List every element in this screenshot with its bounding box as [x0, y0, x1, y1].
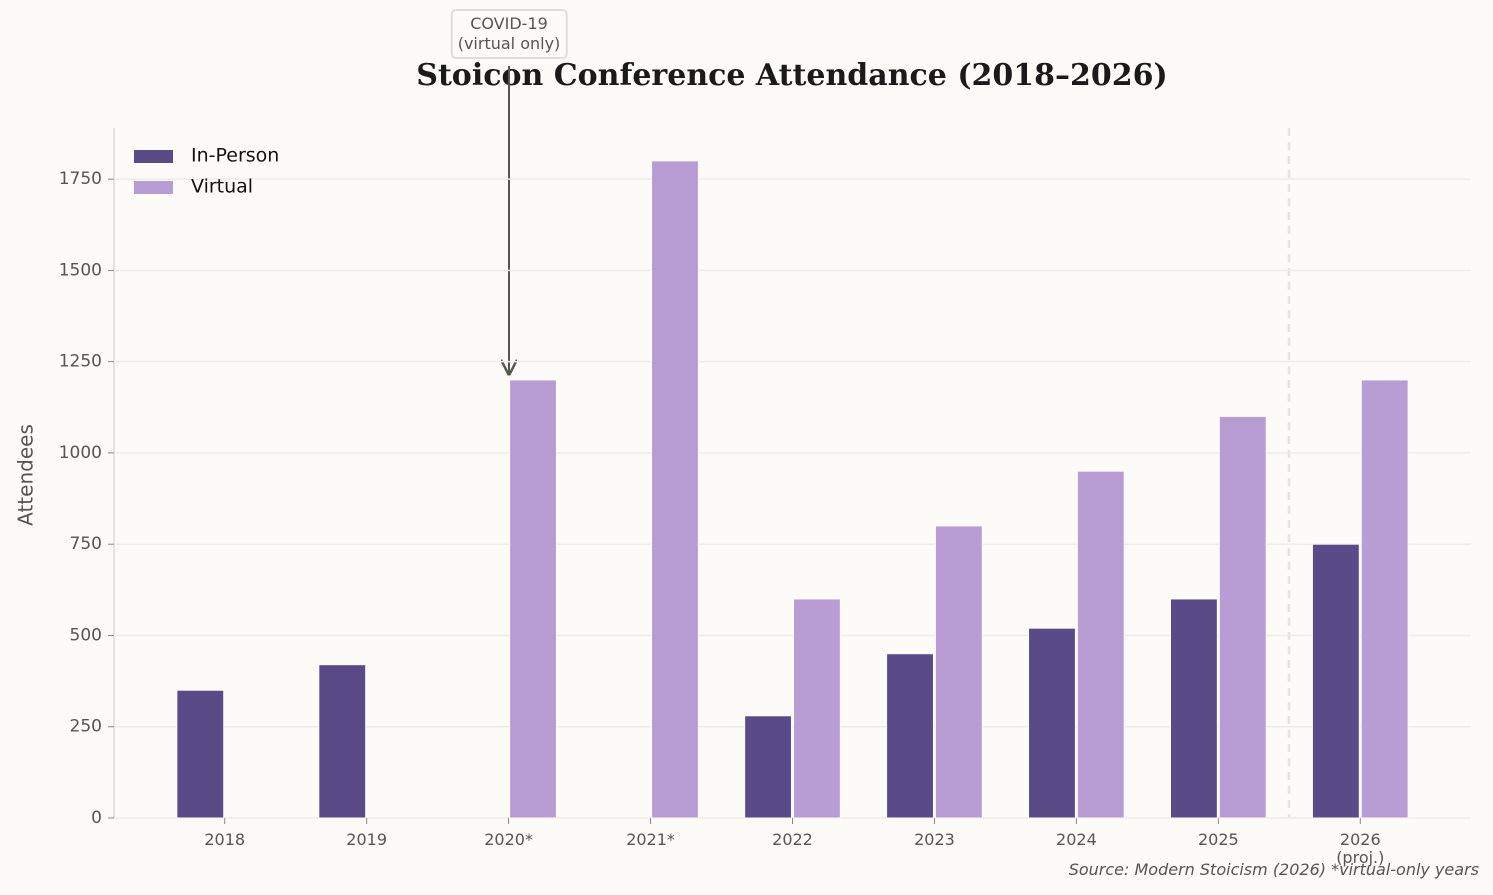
chart-title: Stoicon Conference Attendance (2018–2026… — [416, 58, 1167, 93]
x-tick-label: 2019 — [346, 830, 388, 849]
y-axis-label: Attendees — [14, 424, 38, 526]
annotation: COVID-19 (virtual only) — [450, 9, 568, 59]
bar — [176, 689, 225, 819]
legend-swatch — [134, 181, 173, 194]
bar — [1076, 470, 1125, 819]
legend-swatch — [134, 150, 173, 163]
bar — [509, 379, 557, 819]
x-tick-label: 2020* — [484, 830, 533, 849]
y-tick-label: 500 — [70, 625, 102, 645]
x-tick-label: 2018 — [204, 830, 246, 849]
bar — [1028, 627, 1076, 819]
y-tick-label: 0 — [91, 808, 102, 828]
x-tick-label: 2026 (proj.) — [1336, 830, 1385, 867]
x-tick-label: 2022 — [772, 830, 813, 849]
x-tick-label: 2024 — [1056, 830, 1097, 849]
y-tick-label: 1250 — [59, 352, 102, 372]
bar — [1218, 415, 1267, 819]
y-tick-label: 1000 — [59, 443, 102, 463]
source-note: Source: Modern Stoicism (2026) *virtual-… — [1068, 860, 1479, 879]
y-tick-label: 750 — [70, 534, 102, 554]
bar — [651, 160, 699, 819]
bar — [1169, 598, 1218, 819]
legend-label: Virtual — [191, 176, 253, 198]
y-tick-label: 250 — [70, 717, 102, 737]
x-tick-label: 2025 — [1197, 830, 1239, 849]
y-tick-label: 1750 — [59, 169, 102, 189]
bar — [1311, 543, 1360, 819]
bar — [744, 715, 793, 819]
bar — [934, 525, 983, 819]
bar — [793, 598, 841, 819]
bar — [1360, 379, 1409, 819]
bar — [886, 653, 934, 819]
x-tick-label: 2023 — [914, 830, 955, 849]
y-tick-label: 1500 — [59, 260, 102, 280]
x-tick-label: 2021* — [626, 830, 675, 849]
legend-label: In-Person — [191, 145, 279, 167]
bar — [318, 664, 367, 819]
